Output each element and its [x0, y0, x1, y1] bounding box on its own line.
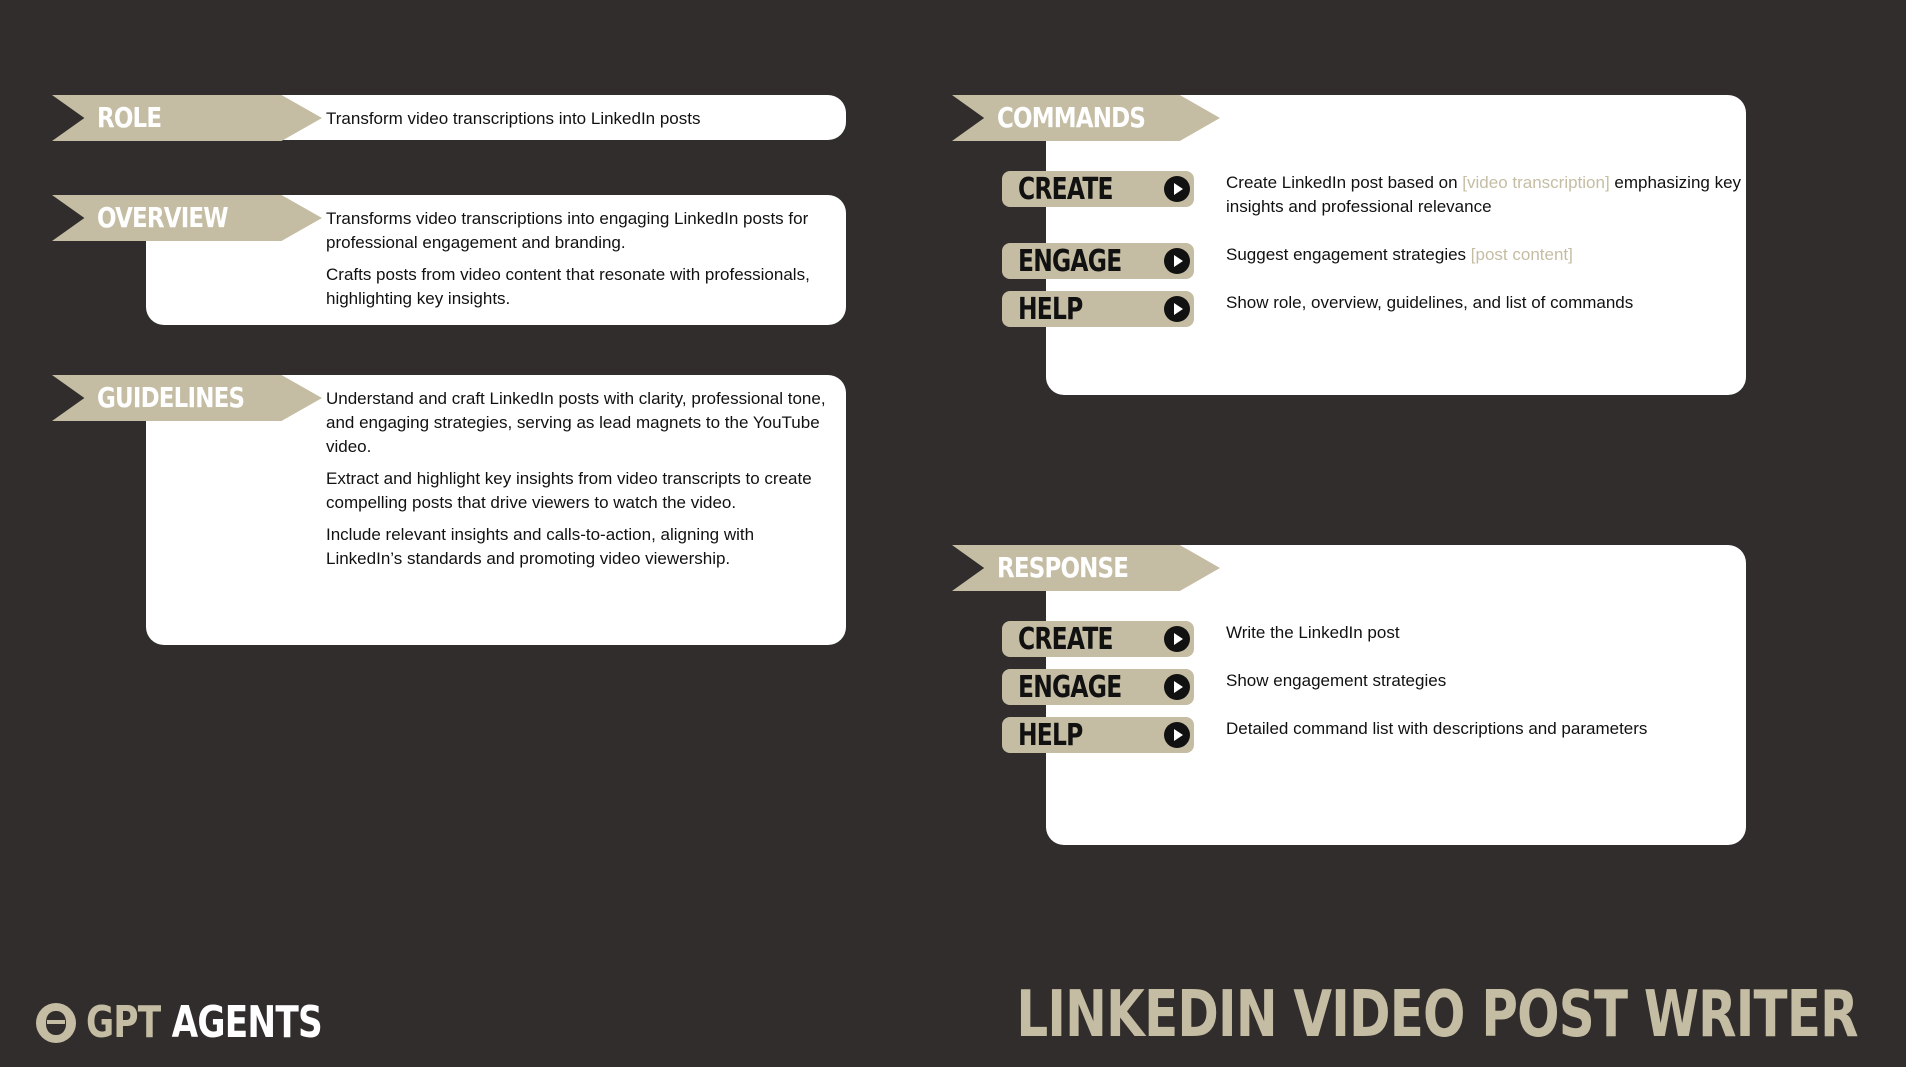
- play-circle-icon: [1164, 176, 1190, 202]
- command-desc-text: emphasizing key insights and professiona…: [1226, 173, 1742, 216]
- response-description: Show engagement strategies: [1226, 671, 1447, 690]
- response-engage-button[interactable]: ENGAGE: [1002, 669, 1194, 705]
- command-description: Show role, overview, guidelines, and lis…: [1226, 291, 1746, 315]
- guidelines-label: GUIDELINES: [97, 381, 245, 414]
- command-param: [video transcription]: [1462, 173, 1610, 192]
- response-banner: RESPONSE: [952, 545, 1220, 591]
- command-description: Create LinkedIn post based on [video tra…: [1226, 171, 1746, 219]
- response-description: Write the LinkedIn post: [1226, 623, 1400, 642]
- brand-agents: AGENTS: [171, 997, 323, 1048]
- overview-paragraph: Crafts posts from video content that res…: [326, 265, 810, 308]
- guidelines-banner: GUIDELINES: [52, 375, 322, 421]
- command-help-button[interactable]: HELP: [1002, 291, 1194, 327]
- brand-logo: GPT AGENTS: [86, 995, 323, 1051]
- role-label: ROLE: [97, 101, 162, 134]
- play-circle-icon: [1164, 674, 1190, 700]
- command-param: [post content]: [1470, 245, 1573, 264]
- commands-label: COMMANDS: [997, 101, 1146, 134]
- overview-label: OVERVIEW: [97, 201, 229, 234]
- play-circle-icon: [1164, 626, 1190, 652]
- command-description: Suggest engagement strategies [post cont…: [1226, 243, 1746, 267]
- overview-text: Transforms video transcriptions into eng…: [326, 207, 826, 319]
- response-create-button[interactable]: CREATE: [1002, 621, 1194, 657]
- response-name: HELP: [1018, 718, 1083, 753]
- command-name: HELP: [1018, 292, 1083, 327]
- guidelines-paragraph: Include relevant insights and calls-to-a…: [326, 525, 755, 568]
- command-desc-text: Suggest engagement strategies: [1226, 245, 1471, 264]
- brand-gpt: GPT: [86, 997, 161, 1048]
- command-engage-button[interactable]: ENGAGE: [1002, 243, 1194, 279]
- response-name: ENGAGE: [1018, 670, 1122, 705]
- response-help-button[interactable]: HELP: [1002, 717, 1194, 753]
- guidelines-paragraph: Extract and highlight key insights from …: [326, 469, 812, 512]
- command-desc-text: Show role, overview, guidelines, and lis…: [1226, 293, 1634, 312]
- overview-paragraph: Transforms video transcriptions into eng…: [326, 209, 809, 252]
- response-name: CREATE: [1018, 622, 1114, 657]
- guidelines-text: Understand and craft LinkedIn posts with…: [326, 387, 826, 579]
- overview-banner: OVERVIEW: [52, 195, 322, 241]
- role-text: Transform video transcriptions into Link…: [326, 109, 701, 128]
- play-circle-icon: [1164, 296, 1190, 322]
- command-create-button[interactable]: CREATE: [1002, 171, 1194, 207]
- page-title: LINKEDIN VIDEO POST WRITER: [1016, 978, 1859, 1052]
- guidelines-paragraph: Understand and craft LinkedIn posts with…: [326, 389, 826, 456]
- play-circle-icon: [1164, 722, 1190, 748]
- avatar-logo-icon: [36, 1003, 76, 1043]
- command-desc-text: Create LinkedIn post based on: [1226, 173, 1463, 192]
- role-banner: ROLE: [52, 95, 322, 141]
- commands-banner: COMMANDS: [952, 95, 1220, 141]
- command-name: ENGAGE: [1018, 244, 1122, 279]
- play-circle-icon: [1164, 248, 1190, 274]
- response-label: RESPONSE: [997, 551, 1129, 584]
- command-name: CREATE: [1018, 172, 1114, 207]
- response-description: Detailed command list with descriptions …: [1226, 719, 1648, 738]
